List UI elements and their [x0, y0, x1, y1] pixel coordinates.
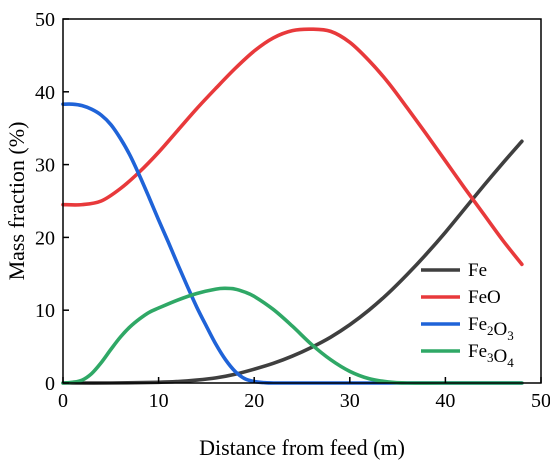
legend-label-feo: FeO: [468, 287, 501, 308]
plot-frame: [62, 18, 542, 384]
x-tick-label-2: 20: [244, 390, 264, 412]
tick-layer: 0 10 20 30 40 50 0 10 20 30 40 50: [35, 9, 550, 412]
series-line-fe: [61, 139, 524, 385]
y-tick-label-1: 10: [35, 300, 55, 322]
y-tick-label-2: 20: [35, 227, 55, 249]
series-layer: [61, 27, 524, 385]
series-line-feo: [61, 27, 524, 267]
series-line-fe3o4: [61, 286, 524, 385]
y-tick-label-3: 30: [35, 155, 55, 177]
x-tick-label-0: 0: [58, 390, 68, 412]
x-tick-label-1: 10: [149, 390, 169, 412]
x-axis-label: Distance from feed (m): [199, 435, 405, 460]
legend-label-fe2o3: Fe2O3: [468, 314, 514, 343]
x-tick-label-5: 50: [531, 390, 550, 412]
legend-label-fe3o4: Fe3O4: [468, 341, 514, 370]
legend-label-fe: Fe: [468, 260, 487, 281]
y-axis-label: Mass fraction (%): [4, 122, 29, 281]
series-line-fe2o3: [61, 102, 524, 385]
y-tick-label-4: 40: [35, 82, 55, 104]
x-tick-label-4: 40: [435, 390, 455, 412]
x-tick-label-3: 30: [340, 390, 360, 412]
y-tick-label-0: 0: [45, 373, 55, 395]
y-tick-label-5: 50: [35, 9, 55, 31]
